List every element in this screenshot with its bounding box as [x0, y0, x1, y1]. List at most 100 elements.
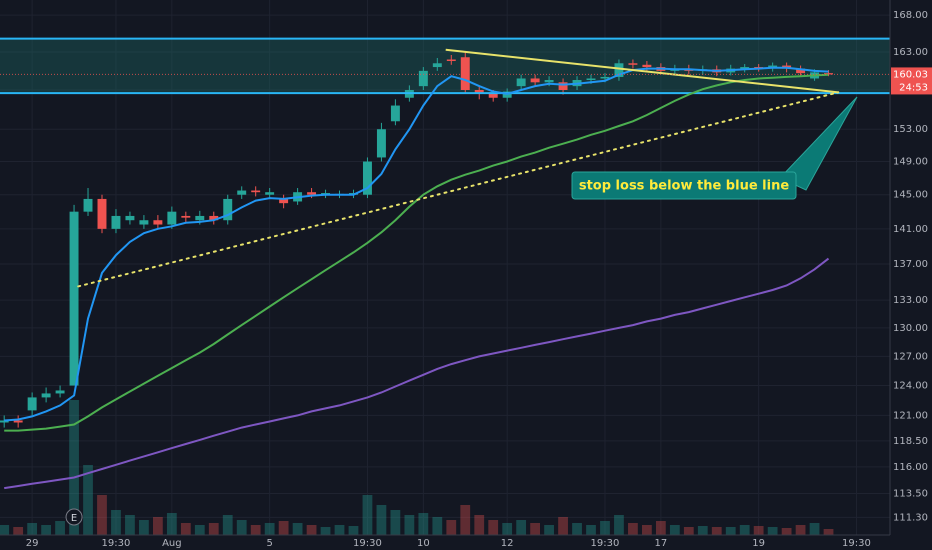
x-tick-label: 19	[752, 538, 765, 549]
annotation: stop loss below the blue line	[579, 179, 789, 194]
y-tick-label: 121.00	[893, 410, 928, 421]
volume-bar	[0, 525, 10, 535]
volume-bar	[180, 523, 191, 535]
last-price-label: 160.03	[893, 69, 928, 80]
x-tick-label: 19:30	[842, 538, 871, 549]
volume-bar	[320, 527, 331, 535]
candle-body	[530, 78, 540, 83]
y-tick-label: 153.00	[893, 124, 928, 135]
candle-body	[600, 76, 610, 79]
volume-bar	[655, 521, 666, 535]
candle-body	[97, 198, 107, 229]
volume-bar	[781, 528, 792, 535]
y-tick-label: 149.00	[893, 157, 928, 168]
volume-bar	[194, 525, 205, 535]
volume-bar	[446, 520, 457, 535]
y-tick-label: 127.00	[893, 351, 928, 362]
volume-bar	[278, 521, 289, 535]
candle-body	[265, 192, 275, 195]
volume-bar	[376, 505, 387, 535]
y-tick-label: 145.00	[893, 190, 928, 201]
volume-bar	[83, 465, 93, 535]
y-tick-label: 130.00	[893, 323, 928, 334]
y-tick-label: 141.00	[893, 224, 928, 235]
volume-bar	[628, 523, 638, 535]
event-label: E	[71, 513, 77, 524]
volume-bar	[348, 526, 359, 535]
volume-bar	[69, 400, 79, 535]
volume-bar	[55, 521, 65, 535]
candle-body	[642, 64, 652, 68]
volume-bar	[111, 510, 121, 535]
candle-body	[125, 215, 135, 221]
moving-average	[4, 257, 830, 490]
volume-bar	[669, 525, 680, 535]
volume-bar	[264, 523, 275, 535]
x-tick-label: 19:30	[102, 538, 131, 549]
candle-body	[167, 211, 177, 225]
candle-body	[446, 59, 456, 62]
volume-bar	[166, 513, 177, 535]
volume-bar	[558, 517, 568, 535]
candle-body	[740, 67, 750, 69]
volume-bar	[572, 523, 582, 535]
x-tick-label: 17	[654, 538, 667, 549]
trendline	[77, 91, 840, 288]
candle-body	[544, 80, 554, 83]
y-tick-label: 133.00	[893, 295, 928, 306]
volume-bar	[97, 495, 107, 535]
candle-body	[376, 129, 386, 158]
candle-body	[111, 215, 121, 229]
candle-body	[307, 192, 317, 195]
candle-body	[432, 63, 442, 68]
volume-bar	[222, 515, 233, 535]
x-tick-label: 5	[266, 538, 272, 549]
candle-body	[209, 215, 219, 221]
volume-bar	[795, 525, 806, 535]
candle-body	[237, 190, 247, 195]
volume-bar	[753, 526, 764, 535]
volume-bar	[697, 526, 708, 535]
x-tick-label: 19:30	[353, 538, 382, 549]
candle-body	[41, 393, 51, 398]
volume-bar	[642, 525, 652, 535]
candle-body	[223, 198, 233, 221]
volume-bar	[390, 510, 401, 535]
volume-bar	[544, 525, 554, 535]
trendline	[445, 48, 839, 94]
volume-bar	[236, 520, 247, 535]
candle-body	[558, 82, 568, 91]
candle-body	[362, 161, 372, 195]
x-tick-label: 29	[26, 538, 39, 549]
volume-bar	[292, 523, 303, 535]
candle-body	[474, 90, 484, 94]
volume-bar	[13, 527, 24, 535]
volume-bar	[250, 525, 261, 535]
candle-body	[824, 73, 833, 75]
candle-body	[488, 93, 498, 98]
volume-bar	[152, 517, 163, 535]
x-tick-label: 19:30	[591, 538, 620, 549]
countdown-label: 24:53	[899, 82, 928, 93]
level-band	[0, 38, 890, 94]
volume-bar	[208, 523, 219, 535]
x-tick-label: Aug	[162, 538, 182, 549]
candle-body	[13, 420, 23, 423]
x-tick-label: 12	[501, 538, 514, 549]
y-tick-label: 168.00	[893, 10, 928, 21]
volume-bar	[27, 523, 38, 535]
event-marker	[65, 508, 83, 526]
volume-bar	[334, 525, 345, 535]
volume-bar	[432, 517, 443, 535]
volume-bar	[739, 525, 750, 535]
candle-body	[251, 190, 261, 193]
y-tick-label: 111.30	[893, 512, 928, 523]
volume-bar	[711, 527, 722, 535]
candle-body	[460, 57, 470, 91]
candle-body	[796, 68, 806, 74]
y-tick-label: 137.00	[893, 259, 928, 270]
volume-bar	[474, 515, 485, 535]
x-tick-label: 10	[417, 538, 430, 549]
volume-bar	[404, 515, 415, 535]
